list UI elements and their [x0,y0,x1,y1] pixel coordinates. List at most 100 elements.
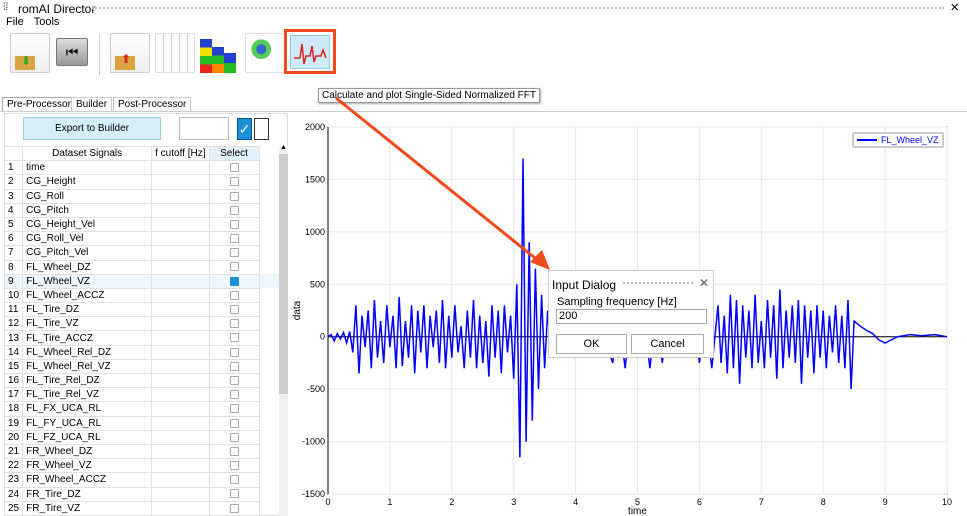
f-cutoff-cell[interactable] [151,500,210,516]
dialog-drag-handle[interactable] [623,282,693,284]
f-cutoff-cell[interactable] [151,344,210,360]
select-cell[interactable] [208,401,260,417]
select-cell[interactable] [208,273,260,289]
signal-name[interactable]: FL_Tire_DZ [22,302,153,318]
table-row[interactable]: 24 FR_Tire_DZ [3,486,288,502]
select-checkbox[interactable] [229,432,239,442]
f-cutoff-cell[interactable] [151,188,210,204]
select-checkbox[interactable] [229,305,239,315]
select-cell[interactable] [208,472,260,488]
drag-handle[interactable] [92,7,944,9]
select-checkbox[interactable] [229,503,239,513]
export-to-builder-button[interactable]: Export to Builder [23,117,161,140]
signal-name[interactable]: FR_Wheel_DZ [22,443,153,460]
select-cell[interactable] [208,429,260,445]
signal-name[interactable]: FL_Tire_VZ [22,316,153,332]
table-row[interactable]: 22 FR_Wheel_VZ [3,458,288,474]
f-cutoff-cell[interactable] [151,458,210,474]
select-checkbox[interactable] [229,404,239,414]
bar-stack-icon[interactable] [200,33,240,73]
table-row[interactable]: 20 FL_FZ_UCA_RL [3,429,288,445]
f-cutoff-cell[interactable] [151,174,210,190]
select-cell[interactable] [208,500,260,516]
select-cell[interactable] [208,231,260,247]
header-select[interactable]: Select [208,145,260,162]
signal-name[interactable]: FR_Wheel_ACCZ [22,472,153,488]
header-f-cutoff[interactable]: f cutoff [Hz] [151,145,210,162]
menu-tools[interactable]: Tools [33,16,60,28]
f-cutoff-cell[interactable] [151,443,210,460]
export-dataset-icon[interactable]: ⬆ [110,33,150,73]
close-icon[interactable]: ✕ [699,276,710,290]
f-cutoff-cell[interactable] [151,231,210,247]
signal-name[interactable]: time [22,160,153,176]
select-checkbox[interactable] [229,390,239,400]
select-cell[interactable] [208,443,260,460]
table-row[interactable]: 7 CG_Pitch_Vel [3,245,288,261]
select-checkbox[interactable] [229,375,239,385]
deselect-all-checkbox[interactable] [254,118,269,140]
signal-name[interactable]: FL_FZ_UCA_RL [22,429,153,445]
signal-name[interactable]: FL_FY_UCA_RL [22,415,153,431]
select-cell[interactable] [208,202,260,218]
select-all-checkbox[interactable]: ✓ [237,118,252,140]
cancel-button[interactable]: Cancel [631,334,704,354]
select-checkbox[interactable] [229,319,239,329]
table-row[interactable]: 1 time [3,160,288,176]
sampling-frequency-input[interactable]: 200 [556,309,707,324]
f-cutoff-cell[interactable] [151,330,210,346]
signal-name[interactable]: CG_Roll [22,188,153,204]
select-checkbox[interactable] [229,219,239,229]
f-cutoff-cell[interactable] [151,472,210,488]
f-cutoff-cell[interactable] [151,358,210,375]
table-scrollbar[interactable]: ▲ [279,144,288,516]
select-checkbox[interactable] [229,262,239,272]
table-row[interactable]: 19 FL_FY_UCA_RL [3,415,288,431]
table-row[interactable]: 11 FL_Tire_DZ [3,302,288,318]
f-cutoff-cell[interactable] [151,387,210,403]
f-cutoff-cell[interactable] [151,316,210,332]
cluster-plot-icon[interactable] [245,33,285,73]
signal-name[interactable]: FL_Wheel_DZ [22,259,153,275]
select-cell[interactable] [208,316,260,332]
f-cutoff-cell[interactable] [151,160,210,176]
tab-builder[interactable]: Builder [71,97,113,111]
select-checkbox[interactable] [229,361,239,371]
signal-name[interactable]: FR_Tire_VZ [22,500,153,516]
f-cutoff-cell[interactable] [151,245,210,261]
signal-name[interactable]: FL_Tire_Rel_DZ [22,372,153,389]
select-checkbox[interactable] [229,177,239,187]
select-checkbox[interactable] [229,446,239,456]
select-checkbox[interactable] [229,163,239,173]
table-row[interactable]: 16 FL_Tire_Rel_DZ [3,372,288,389]
signal-name[interactable]: FL_FX_UCA_RL [22,401,153,417]
table-row[interactable]: 10 FL_Wheel_ACCZ [3,287,288,304]
select-cell[interactable] [208,344,260,360]
select-checkbox[interactable] [229,489,239,499]
select-checkbox[interactable] [229,418,239,428]
table-row[interactable]: 17 FL_Tire_Rel_VZ [3,387,288,403]
signal-name[interactable]: FR_Wheel_VZ [22,458,153,474]
signal-name[interactable]: FL_Tire_ACCZ [22,330,153,346]
f-cutoff-cell[interactable] [151,259,210,275]
f-cutoff-cell[interactable] [151,216,210,233]
f-cutoff-cell[interactable] [151,486,210,502]
select-checkbox[interactable] [229,191,239,201]
select-cell[interactable] [208,486,260,502]
f-cutoff-cell[interactable] [151,429,210,445]
signal-name[interactable]: FL_Wheel_ACCZ [22,287,153,304]
header-dataset-signals[interactable]: Dataset Signals [22,145,153,162]
table-row[interactable]: 18 FL_FX_UCA_RL [3,401,288,417]
f-cutoff-cell[interactable] [151,287,210,304]
scatter-plot-icon[interactable] [155,33,195,73]
select-cell[interactable] [208,174,260,190]
select-checkbox[interactable] [229,234,239,244]
select-cell[interactable] [208,287,260,304]
table-row[interactable]: 2 CG_Height [3,174,288,190]
select-cell[interactable] [208,387,260,403]
select-cell[interactable] [208,330,260,346]
select-cell[interactable] [208,358,260,375]
f-cutoff-cell[interactable] [151,372,210,389]
select-checkbox[interactable] [229,475,239,485]
select-checkbox[interactable] [229,461,239,471]
